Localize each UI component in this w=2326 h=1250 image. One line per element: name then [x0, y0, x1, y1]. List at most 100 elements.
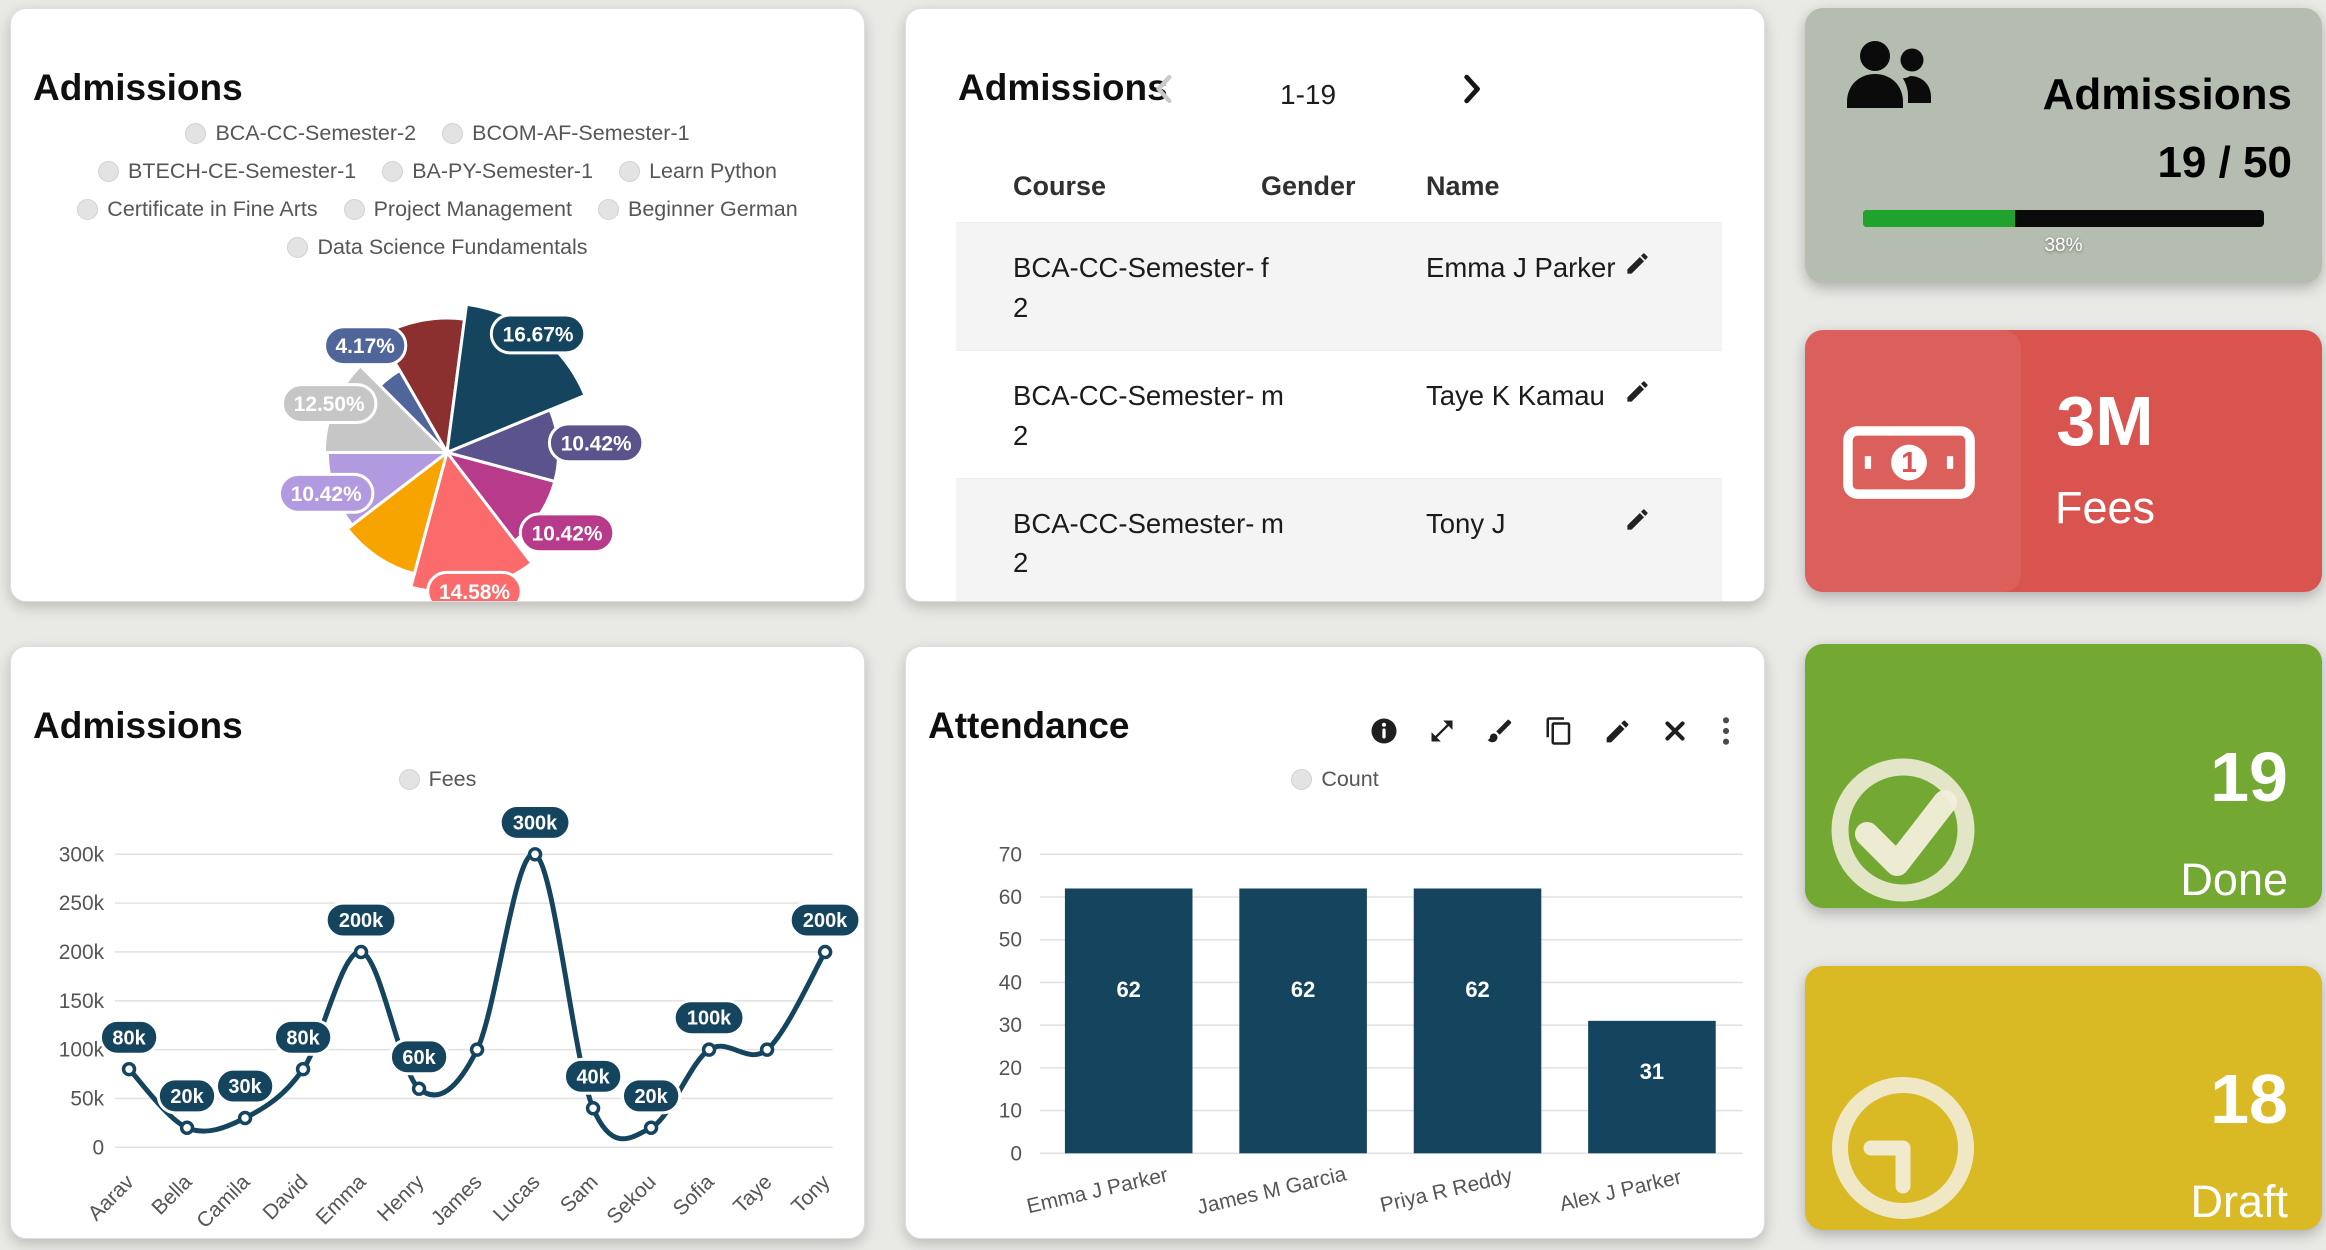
- chart-toolbar: [1369, 715, 1734, 747]
- attendance-bar-card: Attendance Count 0 10 20 30 40 50 60 70 62 Emma J…: [905, 646, 1765, 1239]
- legend-label: BCA-CC-Semester-2: [215, 121, 417, 145]
- legend-label: BA-PY-Semester-1: [412, 159, 594, 183]
- line-point[interactable]: [527, 847, 543, 862]
- svg-text:16.67%: 16.67%: [503, 323, 574, 346]
- legend-item[interactable]: Beginner German: [597, 197, 798, 222]
- close-icon[interactable]: [1661, 717, 1689, 745]
- stat-value: 18: [2210, 1060, 2288, 1138]
- stat-value: 19: [2210, 738, 2288, 816]
- line-point[interactable]: [411, 1081, 427, 1096]
- bar-legend: Count: [906, 767, 1764, 792]
- legend-label: Count: [1321, 767, 1379, 791]
- line-legend: Fees: [11, 767, 864, 792]
- progress-percent-label: 38%: [2044, 235, 2083, 256]
- legend-item[interactable]: BCA-CC-Semester-2: [185, 121, 416, 146]
- svg-text:20k: 20k: [634, 1086, 668, 1108]
- legend-bullet-icon: [619, 161, 641, 182]
- line-point[interactable]: [759, 1042, 775, 1057]
- legend-label: Fees: [428, 767, 477, 791]
- svg-text:30: 30: [999, 1014, 1022, 1037]
- svg-text:200k: 200k: [59, 941, 105, 964]
- svg-text:300k: 300k: [513, 812, 558, 834]
- table-row: BCA-CC-Semester-2 f Emma J Parker: [956, 222, 1722, 351]
- stat-card-draft[interactable]: 18 Draft: [1805, 966, 2322, 1230]
- svg-text:50: 50: [999, 929, 1022, 952]
- legend-bullet-icon: [98, 161, 120, 182]
- bar-value-label: 62: [1117, 977, 1141, 1002]
- bar[interactable]: [1064, 888, 1193, 1154]
- stat-title: Admissions: [2042, 70, 2292, 119]
- bar[interactable]: [1413, 888, 1542, 1154]
- cell-gender: m: [1261, 477, 1426, 601]
- admissions-pie-chart: 16.67% 10.42% 10.42% 14.58% 10.42% 12.50% 4.17…: [277, 302, 645, 601]
- brush-icon[interactable]: [1485, 716, 1515, 746]
- bar[interactable]: [1239, 888, 1367, 1154]
- svg-text:James: James: [427, 1170, 487, 1230]
- bar[interactable]: [1588, 1020, 1716, 1154]
- legend-item[interactable]: Certificate in Fine Arts: [77, 197, 318, 222]
- edit-icon[interactable]: [1603, 717, 1632, 746]
- line-point-label: 20k: [156, 1077, 218, 1115]
- svg-text:Henry: Henry: [373, 1170, 429, 1226]
- legend-item[interactable]: Learn Python: [619, 159, 777, 184]
- svg-text:50k: 50k: [70, 1087, 104, 1110]
- admissions-progress-bar: [1863, 210, 2264, 227]
- legend-item[interactable]: Project Management: [343, 197, 572, 222]
- info-icon[interactable]: [1369, 716, 1399, 746]
- svg-text:1: 1: [1901, 447, 1917, 479]
- prev-page-button[interactable]: [1152, 71, 1178, 110]
- stat-card-admissions[interactable]: Admissions 19 / 50 38%: [1805, 8, 2322, 283]
- svg-text:10.42%: 10.42%: [291, 483, 362, 506]
- svg-text:10.42%: 10.42%: [561, 432, 632, 455]
- svg-text:Tony: Tony: [787, 1170, 835, 1218]
- svg-text:80k: 80k: [286, 1027, 320, 1049]
- admissions-pie-card: Admissions 16.67% 10.42% 10.42% 14.58% 10.42…: [10, 8, 865, 602]
- line-point[interactable]: [179, 1120, 195, 1135]
- stat-value: 3M: [2056, 382, 2154, 460]
- line-point[interactable]: [295, 1061, 311, 1077]
- bar-category-label: Emma J Parker: [1025, 1163, 1171, 1218]
- edit-row-button[interactable]: [1622, 376, 1653, 410]
- legend-bullet-icon: [382, 161, 404, 182]
- pie-slice[interactable]: [377, 368, 449, 454]
- menu-icon[interactable]: [1718, 715, 1734, 747]
- svg-text:Sekou: Sekou: [602, 1170, 660, 1228]
- svg-text:20k: 20k: [170, 1086, 204, 1108]
- line-point[interactable]: [121, 1061, 137, 1077]
- stat-card-done[interactable]: 19 Done: [1805, 644, 2322, 908]
- legend-item[interactable]: Count: [1291, 767, 1379, 792]
- line-point[interactable]: [469, 1042, 485, 1057]
- legend-item[interactable]: BTECH-CE-Semester-1: [98, 159, 356, 184]
- legend-item[interactable]: Fees: [398, 767, 477, 792]
- cell-course: BCA-CC-Semester-2: [956, 222, 1261, 351]
- edit-row-button[interactable]: [1622, 248, 1653, 282]
- line-point[interactable]: [817, 944, 833, 960]
- pie-percent-label: 16.67%: [489, 313, 587, 355]
- edit-row-button[interactable]: [1622, 504, 1653, 538]
- line-point[interactable]: [585, 1101, 601, 1116]
- legend-item[interactable]: Data Science Fundamentals: [287, 235, 588, 260]
- svg-text:4.17%: 4.17%: [336, 335, 396, 358]
- svg-text:Lucas: Lucas: [489, 1170, 545, 1226]
- line-point[interactable]: [643, 1120, 659, 1135]
- line-point[interactable]: [353, 944, 369, 960]
- line-point-label: 60k: [388, 1038, 450, 1076]
- legend-label: Beginner German: [627, 197, 798, 221]
- duplicate-icon[interactable]: [1544, 716, 1574, 746]
- svg-text:100k: 100k: [59, 1039, 105, 1062]
- people-icon: [1841, 36, 1937, 114]
- next-page-button[interactable]: [1458, 71, 1484, 110]
- pie-slice[interactable]: [345, 448, 450, 576]
- line-point[interactable]: [701, 1042, 717, 1057]
- stat-card-fees[interactable]: 1 3M Fees: [1805, 330, 2322, 592]
- svg-text:Sam: Sam: [556, 1170, 603, 1217]
- svg-text:60: 60: [999, 886, 1022, 909]
- svg-text:200k: 200k: [803, 910, 848, 932]
- legend-label: Project Management: [373, 197, 572, 221]
- expand-icon[interactable]: [1428, 717, 1456, 745]
- line-point-label: 200k: [788, 901, 862, 939]
- legend-item[interactable]: BA-PY-Semester-1: [382, 159, 593, 184]
- legend-label: BCOM-AF-Semester-1: [472, 121, 690, 145]
- line-point[interactable]: [237, 1110, 253, 1126]
- legend-item[interactable]: BCOM-AF-Semester-1: [442, 121, 690, 146]
